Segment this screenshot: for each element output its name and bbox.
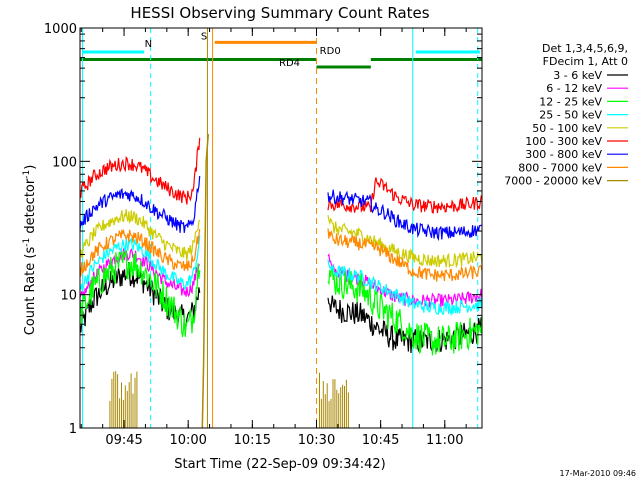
annotation-s: S: [201, 31, 207, 42]
series-2-segment-1: [327, 266, 483, 356]
y-axis-label-main: Count Rate (s: [23, 247, 38, 336]
x-axis-label: Start Time (22-Sep-09 09:34:42): [174, 457, 385, 472]
y-axis-label-tail: detector: [23, 178, 38, 238]
y-tick-label-0: 1: [69, 422, 77, 437]
legend-header-line-2: FDecim 1, Att 0: [543, 55, 628, 68]
series-6-segment-1: [327, 189, 483, 242]
x-tick-label-2: 10:15: [234, 433, 271, 448]
y-tick-label-2: 100: [52, 155, 77, 170]
series-2-segment-0: [79, 249, 201, 338]
attenuator-spikes-0: [109, 371, 138, 428]
footer-date: 17-Mar-2010 09:46: [560, 469, 637, 478]
series-3-segment-1: [327, 259, 483, 317]
series-4-segment-0: [79, 209, 201, 262]
series-5-segment-1: [327, 177, 483, 214]
chart-title: HESSI Observing Summary Count Rates: [130, 4, 429, 22]
flag-bands: [80, 40, 482, 69]
y-tick-label-3: 1000: [44, 22, 77, 37]
legend-label-6: 300 - 800 keV: [525, 148, 602, 161]
series-4-segment-1: [327, 215, 483, 269]
x-tick-label-4: 10:45: [362, 433, 399, 448]
plot-frame: [79, 27, 483, 429]
y-axis-label-sup: -1: [22, 238, 32, 247]
annotation-n: N: [145, 39, 152, 50]
y-axis-label: Count Rate (s-1 detector-1): [22, 165, 38, 336]
legend-label-0: 3 - 6 keV: [553, 69, 602, 82]
legend-label-5: 100 - 300 keV: [525, 135, 602, 148]
series-layer: [79, 137, 483, 356]
y-axis-label-tail-sup: -1: [22, 170, 32, 179]
annotation-rd4: RD4: [279, 58, 300, 69]
series-3-segment-0: [79, 235, 201, 292]
legend-label-7: 800 - 7000 keV: [518, 161, 602, 174]
legend-label-8: 7000 - 20000 keV: [504, 175, 602, 188]
x-tick-label-0: 09:45: [105, 433, 142, 448]
legend-label-2: 12 - 25 keV: [539, 95, 602, 108]
series-1-segment-0: [79, 247, 200, 299]
annotations: N S RD0 RD4: [145, 31, 341, 68]
attenuator-rise: [201, 134, 210, 429]
x-tick-label-3: 10:30: [298, 433, 335, 448]
legend-label-4: 50 - 100 keV: [532, 122, 602, 135]
legend-label-3: 25 - 50 keV: [539, 109, 602, 122]
x-tick-label-5: 11:00: [426, 433, 463, 448]
attenuator-spikes-1: [319, 372, 349, 428]
legend-header-line-1: Det 1,3,4,5,6,9,: [542, 42, 628, 55]
series-6-segment-0: [79, 175, 201, 233]
legend-label-1: 6 - 12 keV: [546, 82, 602, 95]
series-5-segment-0: [79, 137, 201, 205]
y-tick-label-1: 10: [60, 289, 77, 304]
series-7-segment-0: [79, 228, 201, 277]
x-tick-label-1: 10:00: [169, 433, 206, 448]
axis-ticks: 09:45 10:00 10:15 10:30 10:45 11:00 1 10 100 1000: [44, 22, 482, 448]
annotation-rd0: RD0: [320, 46, 341, 57]
series-7-segment-1: [327, 228, 483, 282]
legend: Det 1,3,4,5,6,9, FDecim 1, Att 0 3 - 6 k…: [504, 42, 628, 188]
y-axis-label-close: ): [23, 165, 38, 170]
attenuator-spikes: [109, 28, 349, 429]
